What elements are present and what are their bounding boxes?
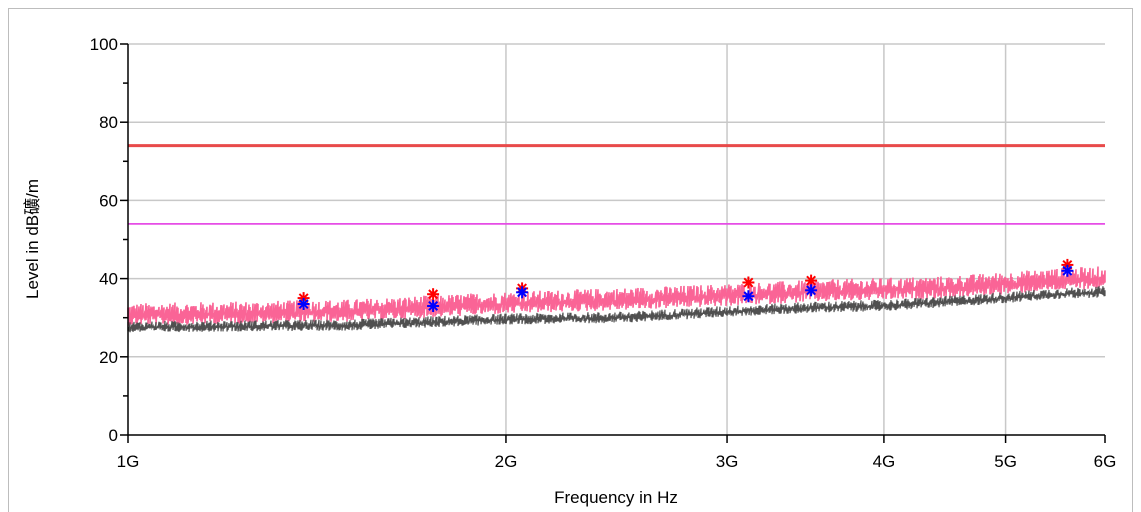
marker-stroke: [806, 285, 817, 296]
peak-markers: [297, 258, 1074, 312]
x-axis-title: Frequency in Hz: [554, 488, 678, 507]
x-tick-label: 2G: [495, 452, 518, 471]
y-tick-label: 80: [99, 113, 118, 132]
y-tick-label: 40: [99, 270, 118, 289]
marker-stroke: [428, 289, 439, 300]
peak-marker: [427, 288, 440, 301]
y-tick-label: 100: [90, 35, 118, 54]
marker-stroke: [1062, 265, 1073, 276]
marker-stroke: [743, 291, 754, 302]
peak-marker: [742, 290, 755, 303]
marker-stroke: [806, 275, 817, 286]
peak-marker: [805, 284, 818, 297]
x-tick-label: 4G: [873, 452, 896, 471]
x-tick-label: 5G: [994, 452, 1017, 471]
x-tick-label: 6G: [1094, 452, 1117, 471]
peak-marker: [427, 300, 440, 312]
x-tick-label: 1G: [117, 452, 140, 471]
marker-stroke: [517, 287, 528, 298]
x-tick-label: 3G: [716, 452, 739, 471]
data-series: [127, 266, 1106, 333]
peak-marker: [297, 298, 310, 310]
marker-stroke: [428, 300, 439, 311]
marker-stroke: [298, 299, 309, 310]
chart-frame: [8, 8, 1133, 512]
series-trace: [127, 266, 1106, 326]
y-tick-label: 60: [99, 191, 118, 210]
y-tick-label: 0: [109, 426, 118, 445]
marker-stroke: [743, 277, 754, 288]
grid-lines: [128, 43, 1105, 435]
series-trace: [127, 286, 1106, 333]
peak-marker: [516, 286, 529, 299]
y-axis-title: Level in dB礦/m: [23, 179, 42, 299]
peak-marker: [1061, 264, 1074, 277]
peak-marker: [742, 276, 755, 289]
axes: 1G 2G 3G 4G 5G 6G 0 20 40 60 80 100: [90, 35, 1117, 471]
y-tick-label: 20: [99, 348, 118, 367]
limit-lines: [128, 144, 1105, 225]
